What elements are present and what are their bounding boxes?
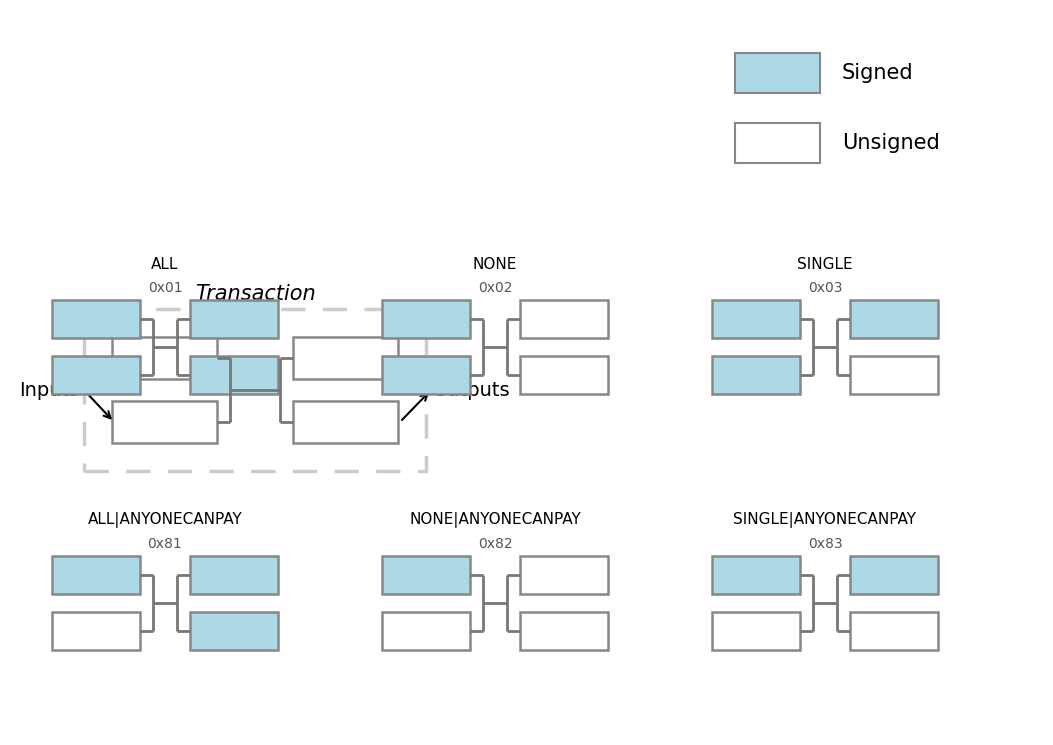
Bar (190, 612, 278, 650)
Bar (52, 356, 140, 394)
Text: 0x82: 0x82 (478, 537, 513, 551)
Text: SINGLE|ANYONECANPAY: SINGLE|ANYONECANPAY (734, 512, 916, 528)
Bar (190, 300, 278, 338)
Bar (520, 356, 608, 394)
Text: Unsigned: Unsigned (842, 133, 939, 153)
Bar (52, 300, 140, 338)
Text: ALL|ANYONECANPAY: ALL|ANYONECANPAY (87, 512, 242, 528)
Bar (520, 300, 608, 338)
Text: Outputs: Outputs (433, 381, 511, 399)
Bar (520, 556, 608, 594)
Bar (112, 337, 217, 379)
Bar (84, 309, 426, 471)
Text: 0x83: 0x83 (808, 537, 842, 551)
Text: NONE|ANYONECANPAY: NONE|ANYONECANPAY (410, 512, 581, 528)
Text: NONE: NONE (473, 257, 517, 272)
Text: 0x02: 0x02 (478, 281, 512, 295)
Bar (293, 401, 398, 443)
Text: SINGLE: SINGLE (797, 257, 853, 272)
Text: 0x03: 0x03 (808, 281, 842, 295)
Bar (850, 300, 938, 338)
Bar (735, 123, 820, 163)
Text: Signed: Signed (842, 63, 914, 83)
Text: ALL: ALL (152, 257, 179, 272)
Bar (382, 356, 470, 394)
Bar (190, 356, 278, 394)
Text: 0x01: 0x01 (147, 281, 182, 295)
Bar (382, 556, 470, 594)
Bar (190, 556, 278, 594)
Bar (712, 300, 800, 338)
Text: Inputs: Inputs (19, 381, 79, 399)
Bar (850, 356, 938, 394)
Bar (850, 612, 938, 650)
Bar (520, 612, 608, 650)
Bar (382, 612, 470, 650)
Bar (52, 556, 140, 594)
Bar (712, 612, 800, 650)
Bar (735, 53, 820, 93)
Bar (712, 356, 800, 394)
Bar (712, 556, 800, 594)
Bar (112, 401, 217, 443)
Bar (382, 300, 470, 338)
Bar (850, 556, 938, 594)
Bar (293, 337, 398, 379)
Bar (52, 612, 140, 650)
Text: 0x81: 0x81 (147, 537, 182, 551)
Text: Transaction: Transaction (195, 284, 316, 304)
